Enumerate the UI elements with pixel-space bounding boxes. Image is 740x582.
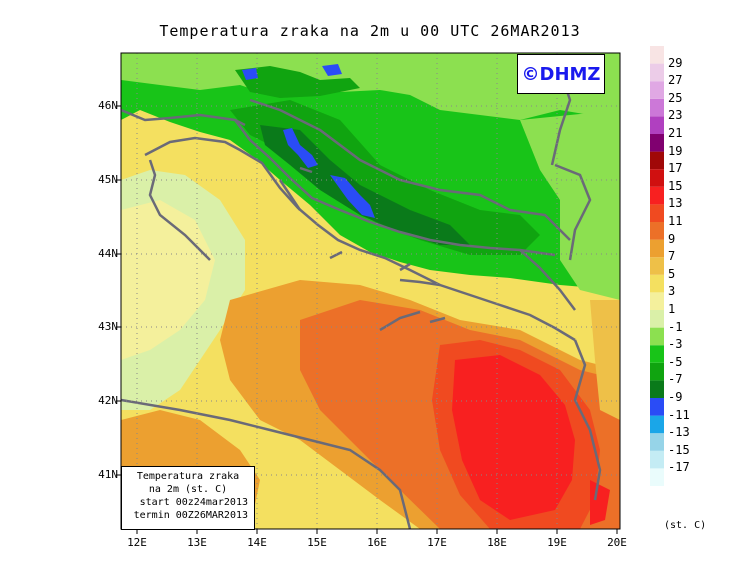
lon-label: 12E: [127, 536, 147, 549]
info-line: start 00z24mar2013: [139, 497, 248, 508]
lon-label: 16E: [367, 536, 387, 549]
lon-label: 15E: [307, 536, 327, 549]
info-line: termin 00Z26MAR2013: [133, 510, 248, 521]
colorbar-swatch: [650, 169, 664, 187]
colorbar-tick-label: 1: [668, 302, 676, 316]
lon-label: 13E: [187, 536, 207, 549]
colorbar-tick-label: 13: [668, 196, 683, 211]
colorbar-swatch: [650, 134, 664, 152]
colorbar-swatch: [650, 310, 664, 328]
colorbar-swatch: [650, 257, 664, 275]
colorbar-tick-label: 25: [668, 90, 683, 105]
colorbar-unit: (st. C): [664, 520, 707, 531]
colorbar-swatch: [650, 327, 664, 346]
colorbar-swatch: [650, 345, 664, 363]
colorbar-tick-label: -13: [668, 425, 690, 440]
colorbar-tick-label: -9: [668, 390, 683, 404]
colorbar-swatch: [650, 450, 664, 469]
info-line: Temperatura zraka: [136, 471, 240, 482]
lat-label: 45N: [98, 173, 118, 186]
colorbar-swatch: [650, 415, 664, 434]
colorbar-swatch: [650, 186, 664, 205]
colorbar-tick-label: 9: [668, 231, 676, 246]
colorbar-tick-label: 5: [668, 266, 676, 281]
lon-label: 19E: [547, 536, 567, 549]
colorbar-tick-label: -5: [668, 354, 683, 369]
lon-label: 14E: [247, 536, 267, 549]
colorbar-swatch: [650, 222, 664, 240]
colorbar-swatch: [650, 151, 664, 170]
colorbar-tick-label: 27: [668, 73, 683, 88]
colorbar-swatch: [650, 116, 664, 134]
lat-label: 46N: [98, 99, 118, 112]
colorbar-tick-label: -3: [668, 337, 683, 352]
colorbar-tick-label: 7: [668, 249, 676, 264]
colorbar-tick-label: 3: [668, 284, 676, 299]
lon-label: 17E: [427, 536, 447, 549]
info-box: Temperatura zraka na 2m (st. C) start 00…: [121, 466, 255, 530]
dhmz-logo: ©DHMZ: [517, 54, 605, 94]
colorbar-tick-label: 23: [668, 108, 683, 123]
lat-label: 44N: [98, 247, 118, 260]
colorbar-swatch: [650, 398, 664, 416]
colorbar: [650, 46, 664, 486]
colorbar-swatch: [650, 362, 664, 381]
colorbar-swatch: [650, 81, 664, 99]
colorbar-swatch: [650, 433, 664, 451]
lon-label: 18E: [487, 536, 507, 549]
colorbar-swatch: [650, 380, 664, 398]
colorbar-swatch: [650, 46, 664, 64]
colorbar-swatch: [650, 239, 664, 258]
colorbar-tick-label: -17: [668, 460, 690, 475]
colorbar-swatch: [650, 98, 664, 117]
colorbar-swatch: [650, 468, 664, 486]
colorbar-swatch: [650, 292, 664, 310]
colorbar-tick-label: -1: [668, 319, 683, 334]
lat-label: 42N: [98, 394, 118, 407]
colorbar-tick-label: -11: [668, 407, 690, 422]
lon-label: 20E: [607, 536, 627, 549]
colorbar-tick-label: 15: [668, 178, 683, 193]
map-title: Temperatura zraka na 2m u 00 UTC 26MAR20…: [159, 22, 581, 40]
temperature-field: [121, 53, 620, 529]
lat-label: 43N: [98, 320, 118, 333]
colorbar-tick-label: 29: [668, 55, 683, 70]
colorbar-swatch: [650, 63, 664, 82]
colorbar-tick-label: 17: [668, 161, 683, 176]
colorbar-tick-label: 11: [668, 214, 683, 228]
colorbar-tick-label: 19: [668, 143, 683, 158]
colorbar-tick-label: -15: [668, 442, 690, 457]
colorbar-swatch: [650, 274, 664, 293]
info-line: na 2m (st. C): [148, 484, 228, 495]
colorbar-tick-label: 21: [668, 126, 683, 140]
lat-label: 41N: [98, 468, 118, 481]
colorbar-tick-label: -7: [668, 372, 683, 387]
colorbar-swatch: [650, 204, 664, 222]
